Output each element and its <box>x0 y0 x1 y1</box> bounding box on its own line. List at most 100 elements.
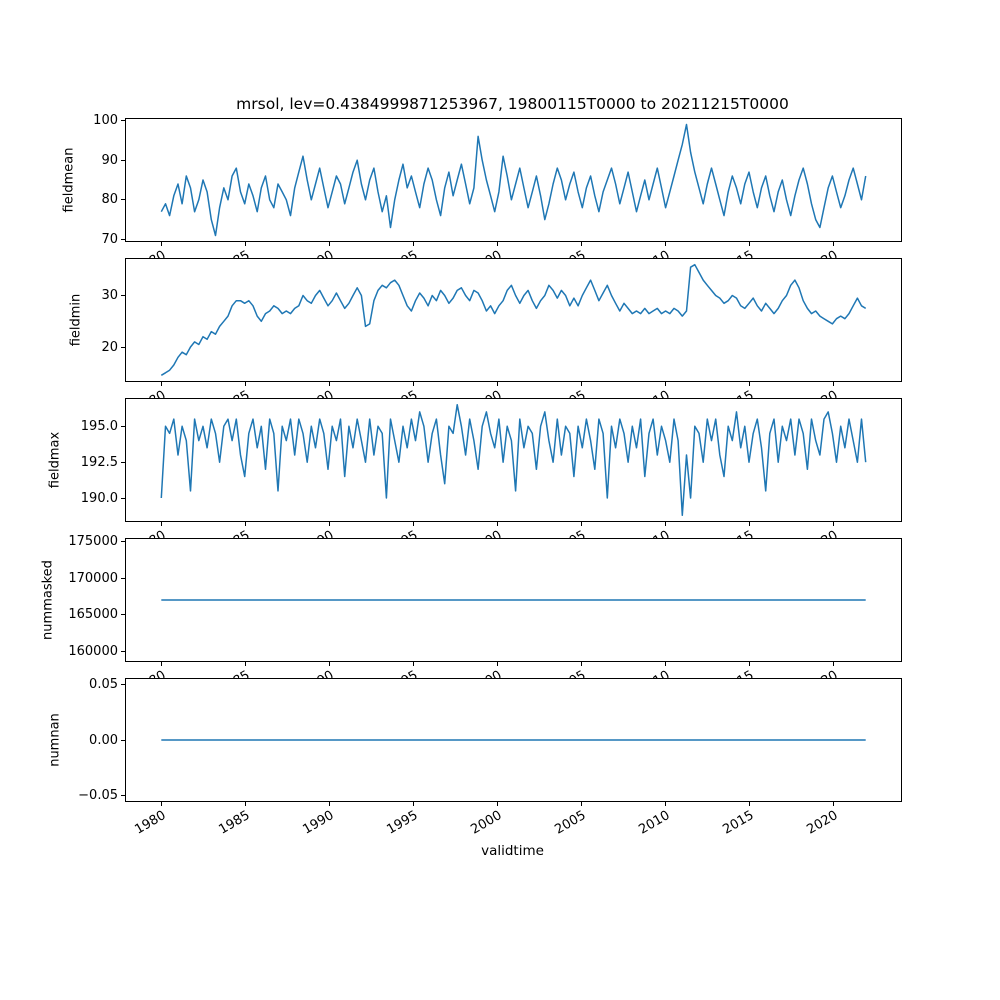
x-tick-mark <box>832 662 834 666</box>
x-tick-mark <box>328 802 330 806</box>
x-tick-mark <box>412 242 414 246</box>
y-tick-label: 190.0 <box>80 490 118 506</box>
y-tick-label: 100 <box>93 113 118 129</box>
fieldmax-series-line <box>160 403 867 517</box>
y-tick-mark <box>121 684 125 686</box>
subplot-nummasked: 160000165000170000175000nummasked1980198… <box>41 534 902 698</box>
x-tick-mark <box>160 522 162 526</box>
y-tick-mark <box>121 346 125 348</box>
x-tick-mark <box>496 242 498 246</box>
x-tick-mark <box>328 242 330 246</box>
x-tick-label: 2020 <box>804 808 841 838</box>
x-tick-mark <box>664 802 666 806</box>
y-tick-mark <box>121 461 125 463</box>
x-tick-mark <box>748 662 750 666</box>
y-tick-mark <box>121 295 125 297</box>
x-tick-label: 1980 <box>131 808 169 838</box>
x-tick-mark <box>580 522 582 526</box>
y-tick-label: 170000 <box>68 570 118 586</box>
y-tick-label: 80 <box>101 192 118 208</box>
x-tick-mark <box>664 522 666 526</box>
x-tick-label: 1985 <box>215 808 253 838</box>
x-tick-mark <box>412 802 414 806</box>
x-tick-mark <box>580 662 582 666</box>
x-tick-mark <box>160 382 162 386</box>
x-tick-label: 1990 <box>299 808 337 838</box>
y-tick-label: 195.0 <box>80 418 118 434</box>
y-axis-label-fieldmin: fieldmin <box>68 293 84 347</box>
y-tick-mark <box>121 425 125 427</box>
y-tick-mark <box>121 794 125 796</box>
y-tick-mark <box>121 159 125 161</box>
x-tick-mark <box>160 802 162 806</box>
x-tick-mark <box>160 662 162 666</box>
y-tick-label: −0.05 <box>78 787 118 803</box>
subplot-fieldmin: 2030fieldmin1980198519901995200020052010… <box>69 258 902 418</box>
x-tick-mark <box>412 662 414 666</box>
y-tick-mark <box>121 739 125 741</box>
x-tick-mark <box>244 382 246 386</box>
y-axis-label-nummasked: nummasked <box>40 560 56 640</box>
x-tick-mark <box>244 662 246 666</box>
x-tick-mark <box>748 522 750 526</box>
y-tick-mark <box>121 120 125 122</box>
y-tick-label: 0.05 <box>89 677 118 693</box>
fieldmin-series-line <box>160 263 867 376</box>
y-tick-mark <box>121 650 125 652</box>
figure-title: mrsol, lev=0.4384999871253967, 19800115T… <box>236 95 789 113</box>
x-tick-label: 2005 <box>552 808 589 838</box>
x-tick-mark <box>496 802 498 806</box>
numnan-plot-area <box>161 739 866 741</box>
x-tick-mark <box>832 522 834 526</box>
y-tick-mark <box>121 238 125 240</box>
x-tick-mark <box>328 382 330 386</box>
x-tick-mark <box>412 382 414 386</box>
y-tick-label: 20 <box>101 339 118 355</box>
x-tick-mark <box>664 382 666 386</box>
x-tick-mark <box>832 802 834 806</box>
x-tick-label: 1995 <box>384 808 421 838</box>
subplot-fieldmax: 190.0192.5195.0fieldmax19801985199019952… <box>48 398 902 558</box>
y-tick-mark <box>121 199 125 201</box>
y-tick-mark <box>121 614 125 616</box>
x-tick-label: 2015 <box>720 808 757 838</box>
x-tick-mark <box>832 382 834 386</box>
y-tick-label: 175000 <box>68 534 118 550</box>
x-tick-mark <box>244 242 246 246</box>
x-tick-mark <box>832 242 834 246</box>
nummasked-plot-area <box>161 599 866 601</box>
fieldmin-plot-area <box>160 263 867 376</box>
y-tick-label: 0.00 <box>89 732 118 748</box>
x-tick-label: 2000 <box>468 808 505 838</box>
y-axis-label-fieldmax: fieldmax <box>47 431 63 489</box>
y-tick-mark <box>121 497 125 499</box>
x-tick-mark <box>664 662 666 666</box>
y-tick-mark <box>121 577 125 579</box>
x-tick-mark <box>580 382 582 386</box>
x-tick-mark <box>496 522 498 526</box>
y-tick-label: 90 <box>101 152 118 168</box>
y-axis-label-numnan: numnan <box>47 713 63 767</box>
x-tick-mark <box>664 242 666 246</box>
y-tick-label: 70 <box>101 231 118 247</box>
subplot-fieldmean: 708090100fieldmean1980198519901995200020… <box>62 113 902 278</box>
y-tick-label: 160000 <box>68 643 118 659</box>
fieldmean-series-line <box>160 123 867 237</box>
y-tick-label: 30 <box>101 288 118 304</box>
x-tick-mark <box>412 522 414 526</box>
x-tick-mark <box>160 242 162 246</box>
x-tick-mark <box>496 382 498 386</box>
y-tick-label: 165000 <box>68 607 118 623</box>
x-tick-mark <box>748 242 750 246</box>
y-tick-mark <box>121 541 125 543</box>
fieldmean-plot-area <box>160 123 867 237</box>
x-tick-mark <box>580 242 582 246</box>
x-tick-mark <box>244 522 246 526</box>
x-tick-mark <box>244 802 246 806</box>
x-tick-mark <box>748 382 750 386</box>
x-tick-mark <box>748 802 750 806</box>
x-tick-label: 2010 <box>636 808 673 838</box>
y-axis-label-fieldmean: fieldmean <box>61 147 77 213</box>
x-tick-mark <box>580 802 582 806</box>
